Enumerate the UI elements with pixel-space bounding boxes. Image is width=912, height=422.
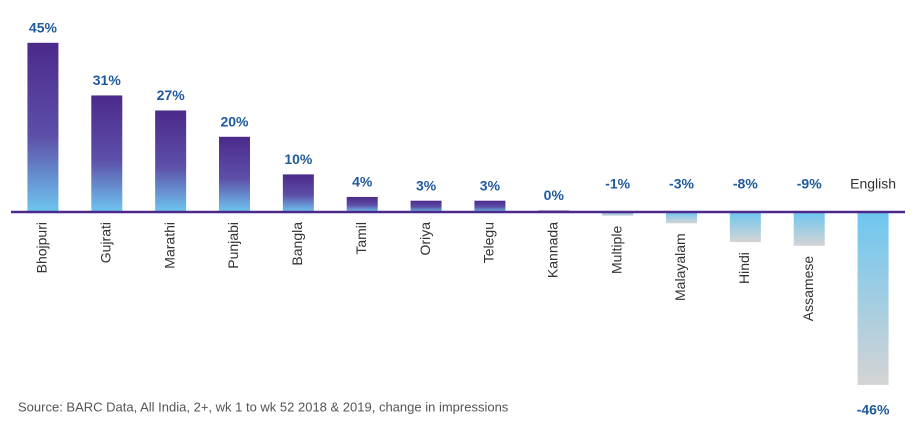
data-label: 45% [29, 20, 58, 36]
x-tick-label: Gujrati [97, 222, 113, 263]
data-label: 0% [544, 187, 565, 203]
data-label: -9% [797, 176, 822, 192]
bar [91, 95, 123, 212]
x-tick-label: Assamese [800, 256, 816, 322]
x-tick-label: Punjabi [225, 222, 241, 269]
data-label: 3% [416, 177, 437, 193]
bar [474, 200, 506, 212]
bar [155, 110, 187, 212]
x-tick-label: Multiple [608, 226, 624, 274]
source-note: Source: BARC Data, All India, 2+, wk 1 t… [18, 399, 509, 414]
x-tick-label: Oriya [417, 222, 433, 256]
bar [666, 212, 697, 224]
bar [793, 212, 825, 246]
data-label: -46% [857, 402, 890, 418]
x-tick-label: Malayalam [672, 233, 688, 301]
bar [729, 212, 761, 243]
data-label: -1% [605, 176, 630, 192]
bar [410, 200, 442, 212]
data-label: 20% [220, 114, 249, 130]
x-tick-label: Tamil [353, 222, 369, 255]
x-tick-label: Bhojpuri [34, 222, 50, 273]
bar [346, 196, 378, 212]
x-tick-label: Marathi [161, 222, 177, 269]
data-label: 27% [157, 87, 186, 103]
x-tick-label: Hindi [736, 252, 752, 284]
data-label: -8% [733, 176, 758, 192]
bar [219, 136, 250, 212]
x-tick-label: Telegu [481, 222, 497, 263]
x-tick-label: Bangla [289, 222, 305, 266]
data-label: 31% [93, 72, 122, 88]
data-label: 10% [284, 151, 313, 167]
bar [602, 212, 634, 216]
data-label: 3% [480, 177, 501, 193]
bar [282, 174, 314, 212]
bar [27, 42, 59, 212]
bar [857, 212, 889, 385]
x-tick-label: English [850, 176, 896, 192]
x-tick-label: Kannada [544, 222, 560, 278]
data-label: 4% [352, 174, 373, 190]
data-label: -3% [669, 176, 694, 192]
